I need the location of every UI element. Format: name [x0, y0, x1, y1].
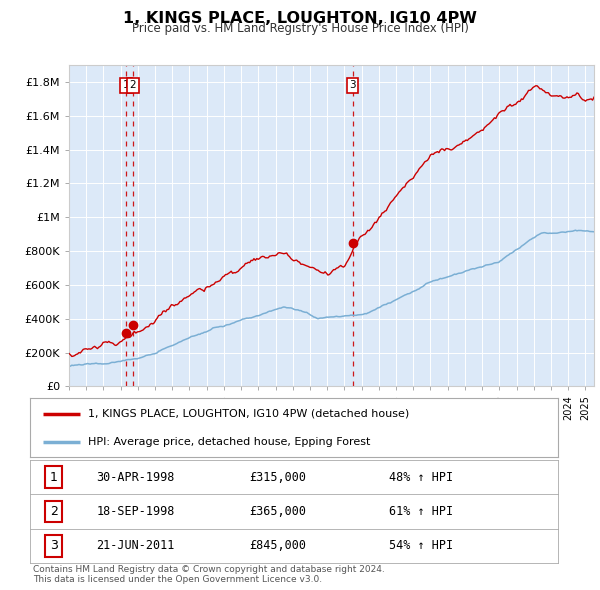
Text: £365,000: £365,000 — [250, 505, 307, 518]
Text: 61% ↑ HPI: 61% ↑ HPI — [389, 505, 453, 518]
Text: 2: 2 — [50, 505, 58, 518]
Text: £315,000: £315,000 — [250, 471, 307, 484]
Text: 1: 1 — [123, 80, 130, 90]
Text: 18-SEP-1998: 18-SEP-1998 — [97, 505, 175, 518]
Text: 3: 3 — [349, 80, 356, 90]
Text: 1, KINGS PLACE, LOUGHTON, IG10 4PW: 1, KINGS PLACE, LOUGHTON, IG10 4PW — [123, 11, 477, 25]
Text: HPI: Average price, detached house, Epping Forest: HPI: Average price, detached house, Eppi… — [88, 437, 370, 447]
Text: 1, KINGS PLACE, LOUGHTON, IG10 4PW (detached house): 1, KINGS PLACE, LOUGHTON, IG10 4PW (deta… — [88, 409, 409, 418]
Text: £845,000: £845,000 — [250, 539, 307, 552]
Text: 3: 3 — [50, 539, 58, 552]
Text: 48% ↑ HPI: 48% ↑ HPI — [389, 471, 453, 484]
Text: Price paid vs. HM Land Registry's House Price Index (HPI): Price paid vs. HM Land Registry's House … — [131, 22, 469, 35]
Text: 2: 2 — [130, 80, 136, 90]
Text: 54% ↑ HPI: 54% ↑ HPI — [389, 539, 453, 552]
Text: 1: 1 — [50, 471, 58, 484]
Text: Contains HM Land Registry data © Crown copyright and database right 2024.
This d: Contains HM Land Registry data © Crown c… — [33, 565, 385, 584]
Text: 30-APR-1998: 30-APR-1998 — [97, 471, 175, 484]
Text: 21-JUN-2011: 21-JUN-2011 — [97, 539, 175, 552]
